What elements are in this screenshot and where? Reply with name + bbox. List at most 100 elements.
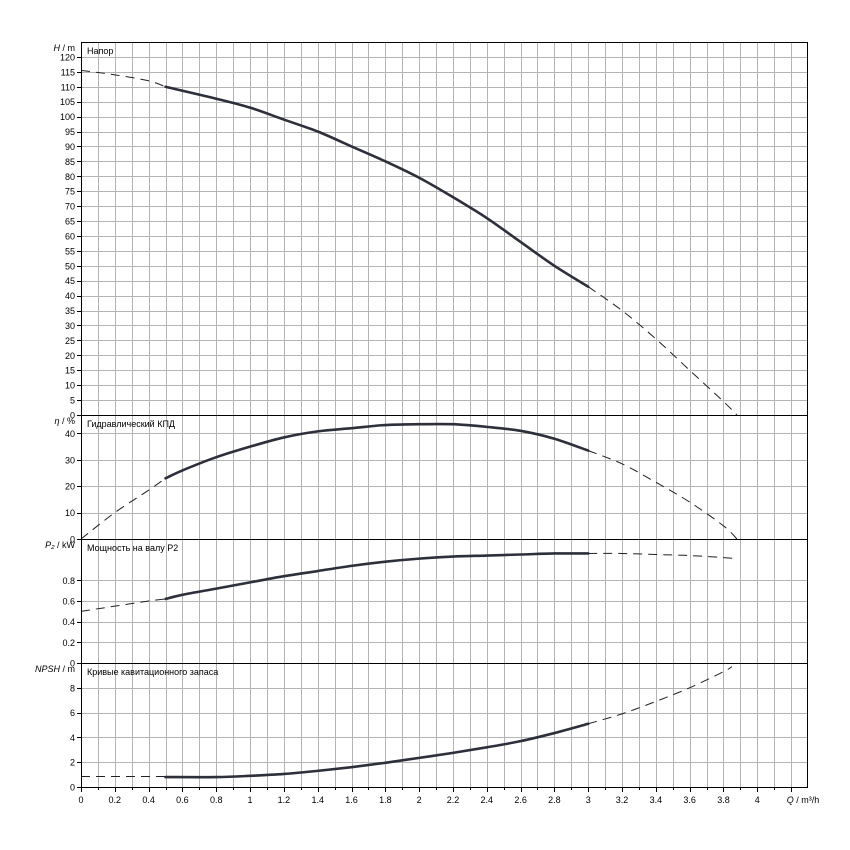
- y-tick-label: 0: [70, 535, 75, 545]
- curve-dashed-3: [588, 552, 738, 560]
- y-tick-label: 120: [60, 52, 75, 62]
- curve-dashed-3: [588, 450, 738, 540]
- panel-1: 0 5 10 15 20 25 30 35 40 45 50 55 60 65 70 75 80 85 90 95 10…: [54, 42, 808, 421]
- x-tick-label: 2.8: [548, 795, 561, 805]
- y-axis-label: P₂ / kW: [45, 540, 75, 550]
- x-tick-label: 1: [248, 795, 253, 805]
- y-tick-label: 105: [60, 97, 75, 107]
- y-tick-label: 4: [70, 733, 75, 743]
- x-tick-label: 0: [78, 795, 83, 805]
- panel-frame: [81, 415, 808, 540]
- x-tick-label: 1.6: [345, 795, 358, 805]
- panel-frame: [81, 663, 808, 788]
- y-tick-label: 70: [65, 202, 75, 212]
- y-tick-label: 0.4: [62, 617, 75, 627]
- y-tick-label: 0.6: [62, 597, 75, 607]
- y-axis-label: NPSH / m: [35, 664, 75, 674]
- y-tick-label: 40: [65, 429, 75, 439]
- y-tick-label: 30: [65, 455, 75, 465]
- y-tick-label: 25: [65, 336, 75, 346]
- curve-dashed-3: [587, 286, 738, 416]
- y-tick-label: 55: [65, 246, 75, 256]
- y-tick-label: 8: [70, 683, 75, 693]
- y-tick-label: 10: [65, 381, 75, 391]
- x-tick-label: 0.2: [109, 795, 122, 805]
- y-axis-unit: / m: [60, 43, 75, 53]
- y-tick-label: 0.8: [62, 576, 75, 586]
- y-tick-label: 40: [65, 291, 75, 301]
- y-tick-label: 30: [65, 321, 75, 331]
- x-axis-unit: / m³/h: [794, 795, 820, 805]
- panel-grid: [81, 415, 808, 539]
- curve-solid-1: [164, 552, 590, 601]
- x-tick-label: 0.4: [142, 795, 155, 805]
- y-axis-unit: / m: [60, 664, 75, 674]
- curve-dashed-2: [80, 598, 166, 612]
- y-axis-symbol: η: [54, 416, 59, 426]
- x-tick-label: 1.2: [278, 795, 291, 805]
- y-tick-label: 45: [65, 276, 75, 286]
- curve-dashed-3: [588, 666, 733, 725]
- panel-grid: [81, 663, 808, 787]
- x-tick-label: 0.6: [176, 795, 189, 805]
- x-tick-label: 3.2: [616, 795, 629, 805]
- panel-title: Гидравлический КПД: [87, 419, 175, 429]
- y-axis-label: H / m: [54, 43, 76, 53]
- y-axis-symbol: NPSH: [35, 664, 61, 674]
- x-tick-label: 1.8: [379, 795, 392, 805]
- y-tick-label: 110: [61, 82, 75, 92]
- y-tick-label: 0.2: [62, 638, 75, 648]
- curve-dashed-2: [80, 69, 166, 88]
- y-tick-label: 0: [70, 659, 75, 669]
- y-tick-label: 60: [65, 231, 75, 241]
- panel-grid: [81, 539, 808, 663]
- y-axis-label: η / %: [54, 416, 75, 426]
- y-axis-unit: / %: [59, 416, 75, 426]
- curve-solid-2: [164, 722, 590, 779]
- panel-title: Мощность на валу P2: [87, 543, 178, 553]
- y-tick-label: 20: [65, 351, 75, 361]
- y-tick-label: 50: [65, 261, 75, 271]
- x-axis-label: Q / m³/h: [787, 795, 820, 805]
- y-tick-label: 65: [65, 217, 75, 227]
- y-tick-label: 115: [61, 67, 75, 77]
- panel-grid: [81, 42, 808, 415]
- curve-solid-1: [164, 85, 590, 288]
- y-tick-label: 10: [65, 508, 75, 518]
- x-tick-label: 1.4: [311, 795, 324, 805]
- y-tick-label: 35: [65, 306, 75, 316]
- x-tick-label: 3.4: [650, 795, 663, 805]
- y-tick-label: 85: [65, 157, 75, 167]
- panel-3: 0 0.2 0.4 0.6 0.8 P₂ / kW Мощность на валу P2: [45, 539, 808, 669]
- x-axis: 0 0.2 0.4 0.6 0.8 1 1.2 1.4 1.6 1.8 2 2.2 2.4 2.6 2.8 3…: [78, 787, 819, 805]
- y-axis-symbol: P₂: [45, 540, 55, 550]
- x-tick-label: 2: [417, 795, 422, 805]
- y-tick-label: 0: [70, 411, 75, 421]
- panel-title: Напор: [87, 46, 113, 56]
- x-tick-label: 3.8: [717, 795, 730, 805]
- y-tick-label: 95: [65, 127, 75, 137]
- y-tick-label: 15: [65, 366, 75, 376]
- panel-frame: [81, 42, 808, 416]
- x-tick-label: 2.6: [514, 795, 527, 805]
- x-axis-symbol: Q: [787, 795, 794, 805]
- x-tick-label: 0.8: [210, 795, 223, 805]
- y-tick-label: 80: [65, 172, 75, 182]
- y-tick-label: 6: [70, 708, 75, 718]
- panel-title: Кривые кавитационного запаса: [87, 667, 218, 677]
- curve-dashed-2: [80, 477, 166, 540]
- panel-4: 0 2 4 6 8 NPSH / m Кривые кавитационного запас…: [35, 663, 808, 793]
- y-tick-label: 100: [60, 112, 75, 122]
- y-axis-unit: / kW: [55, 540, 76, 550]
- x-tick-label: 2.4: [481, 795, 494, 805]
- x-tick-label: 2.2: [447, 795, 460, 805]
- y-tick-label: 75: [65, 187, 75, 197]
- x-tick-label: 4: [755, 795, 760, 805]
- curve-solid-1: [164, 422, 590, 480]
- panel-2: 0 10 20 30 40 η / % Гидравлический КПД: [54, 415, 808, 545]
- y-tick-label: 5: [70, 396, 75, 406]
- x-tick-label: 3: [586, 795, 591, 805]
- y-tick-label: 2: [70, 758, 75, 768]
- y-axis-symbol: H: [54, 43, 61, 53]
